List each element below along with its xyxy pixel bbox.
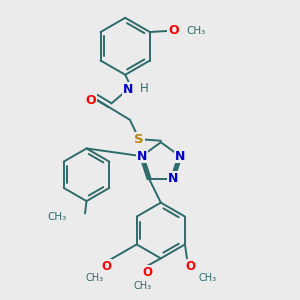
- Text: O: O: [168, 24, 178, 37]
- Text: O: O: [86, 94, 97, 107]
- Text: CH₃: CH₃: [85, 274, 103, 284]
- Text: O: O: [185, 260, 195, 273]
- Text: S: S: [134, 133, 144, 146]
- Text: CH₃: CH₃: [187, 26, 206, 36]
- Text: N: N: [136, 150, 147, 163]
- Text: CH₃: CH₃: [198, 274, 216, 284]
- Text: CH₃: CH₃: [47, 212, 67, 222]
- Text: N: N: [175, 150, 185, 163]
- Text: CH₃: CH₃: [133, 280, 151, 291]
- Text: N: N: [123, 83, 134, 96]
- Text: N: N: [167, 172, 178, 185]
- Text: H: H: [140, 82, 148, 95]
- Text: O: O: [102, 260, 112, 273]
- Text: O: O: [142, 266, 152, 279]
